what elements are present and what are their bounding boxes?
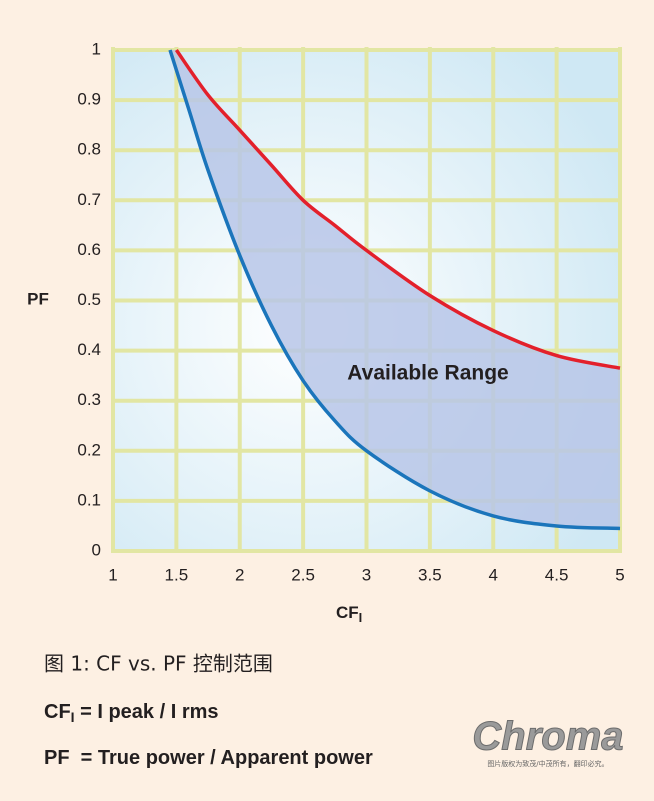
- x-tick-label: 2: [235, 565, 244, 584]
- logo-note: 图片版权为致茂/中茂所有，翻印必究。: [487, 759, 608, 768]
- y-tick-label: 0.4: [77, 340, 101, 359]
- x-tick-label: 1.5: [165, 565, 189, 584]
- logo: Chroma: [472, 715, 623, 759]
- x-tick-label: 2.5: [291, 565, 315, 584]
- formula-rhs: = True power / Apparent power: [70, 747, 373, 769]
- annotation: Available Range: [347, 362, 508, 385]
- formula-sub: I: [71, 709, 75, 725]
- formula-lhs: CF: [44, 701, 71, 723]
- y-tick-label: 1: [92, 39, 101, 58]
- y-axis-label: PF: [27, 289, 49, 308]
- x-axis-label: CFI: [336, 603, 362, 625]
- y-tick-label: 0.2: [77, 440, 101, 459]
- y-tick-label: 0.8: [77, 140, 101, 159]
- y-tick-label: 0: [92, 540, 101, 559]
- y-tick-label: 0.9: [77, 90, 101, 109]
- x-tick-label: 1: [108, 565, 117, 584]
- caption: 图 1: CF vs. PF 控制范围: [44, 652, 273, 676]
- y-tick-label: 0.1: [77, 490, 101, 509]
- x-tick-label: 3.5: [418, 565, 442, 584]
- formula: PF = True power / Apparent power: [44, 747, 373, 769]
- x-tick-label: 5: [615, 565, 624, 584]
- y-tick-label: 0.3: [77, 390, 101, 409]
- line: [174, 48, 621, 370]
- x-tick-label: 4.5: [545, 565, 569, 584]
- x-label-main: CF: [336, 603, 359, 622]
- formula: CFI = I peak / I rms: [44, 701, 219, 724]
- range-fill: [170, 50, 620, 529]
- x-tick-label: 3: [362, 565, 371, 584]
- x-label-sub: I: [359, 610, 363, 625]
- y-tick-label: 0.7: [77, 190, 101, 209]
- formula-rhs: = I peak / I rms: [75, 701, 219, 723]
- formula-lhs: PF: [44, 747, 70, 769]
- line: [168, 49, 621, 531]
- y-tick-label: 0.6: [77, 240, 101, 259]
- y-tick-label: 0.5: [77, 290, 101, 309]
- x-tick-label: 4: [489, 565, 498, 584]
